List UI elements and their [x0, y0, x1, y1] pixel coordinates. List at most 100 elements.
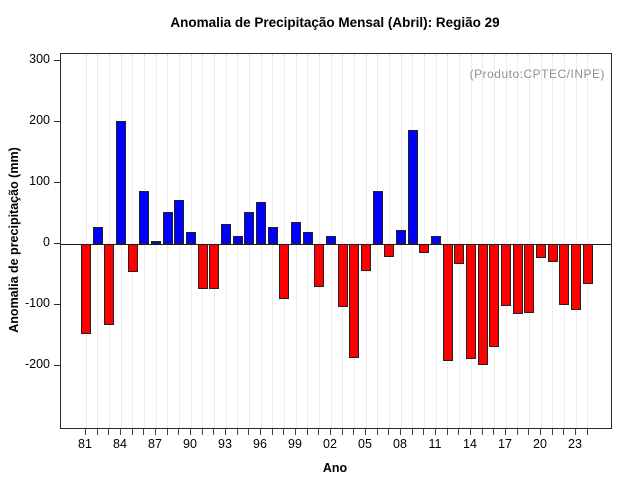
x-tick-label-05: 05: [358, 437, 372, 451]
x-tick-label-96: 96: [253, 437, 267, 451]
x-tick: [260, 429, 261, 435]
source-annotation: (Produto:CPTEC/INPE): [469, 67, 605, 81]
y-tick-label: -100: [24, 296, 50, 311]
bar-1999: [291, 221, 301, 244]
bar-2014: [466, 243, 476, 360]
x-tick: [143, 429, 145, 435]
x-tick: [388, 429, 390, 435]
plot-area: (Produto:CPTEC/INPE): [60, 53, 612, 429]
gridline: [540, 54, 542, 428]
gridline: [563, 54, 565, 428]
gridline: [482, 54, 484, 428]
bar-2011: [431, 235, 441, 244]
x-tick: [470, 429, 471, 435]
bar-2007: [384, 243, 395, 257]
bar-2022: [559, 243, 570, 305]
bar-1987: [151, 240, 161, 244]
x-tick: [131, 429, 133, 435]
bar-2004: [349, 243, 360, 359]
bar-1996: [256, 201, 266, 244]
gridline: [202, 54, 204, 428]
x-tick-label-20: 20: [533, 437, 547, 451]
x-tick: [295, 429, 296, 435]
bar-2002: [326, 236, 336, 244]
bar-1995: [244, 212, 255, 244]
y-tick: [54, 242, 60, 244]
bar-2005: [361, 243, 371, 271]
x-tick: [423, 429, 425, 435]
bar-1997: [267, 227, 278, 244]
y-tick: [54, 364, 60, 366]
bar-2018: [512, 243, 523, 314]
x-tick: [365, 429, 366, 435]
y-tick-label: 100: [29, 174, 50, 189]
bar-2012: [442, 243, 453, 361]
x-tick: [458, 429, 460, 435]
x-tick: [540, 429, 541, 435]
bar-1985: [127, 243, 138, 272]
bar-1981: [81, 243, 91, 335]
x-tick: [586, 429, 588, 435]
bar-2016: [489, 243, 500, 348]
gridline: [552, 54, 554, 428]
gridline: [458, 54, 460, 428]
x-tick-label-17: 17: [498, 437, 512, 451]
gridline: [85, 54, 87, 428]
bar-2013: [454, 243, 465, 264]
gridline: [528, 54, 530, 428]
x-tick: [120, 429, 121, 435]
x-tick: [248, 429, 250, 435]
bar-1991: [197, 243, 208, 290]
x-tick: [353, 429, 355, 435]
x-tick: [306, 429, 308, 435]
x-tick: [411, 429, 413, 435]
chart-title: Anomalia de Precipitação Mensal (Abril):…: [170, 15, 500, 30]
x-tick: [190, 429, 191, 435]
gridline: [505, 54, 507, 428]
bar-1989: [174, 200, 185, 244]
gridline: [342, 54, 344, 428]
gridline: [132, 54, 134, 428]
x-tick: [318, 429, 320, 435]
y-tick: [54, 303, 60, 305]
x-tick: [493, 429, 495, 435]
x-tick-label-02: 02: [323, 437, 337, 451]
gridline: [517, 54, 519, 428]
x-tick: [283, 429, 285, 435]
gridline: [493, 54, 495, 428]
y-tick-label: 300: [29, 52, 50, 67]
bar-2021: [547, 243, 558, 263]
x-tick: [528, 429, 530, 435]
x-tick-label-99: 99: [288, 437, 302, 451]
x-tick: [271, 429, 273, 435]
bar-2006: [372, 191, 383, 244]
x-tick-label-84: 84: [113, 437, 127, 451]
y-axis-label: Anomalia de precipitação (mm): [7, 147, 21, 333]
bar-1994: [232, 236, 243, 244]
bar-2001: [314, 243, 325, 288]
gridline: [423, 54, 425, 428]
x-tick: [446, 429, 448, 435]
y-tick: [54, 59, 60, 61]
bar-1986: [139, 191, 150, 244]
x-tick: [551, 429, 553, 435]
x-tick-label-14: 14: [463, 437, 477, 451]
bar-1984: [116, 121, 126, 244]
x-tick: [505, 429, 506, 435]
gridline: [108, 54, 110, 428]
bar-2024: [582, 243, 593, 284]
y-tick: [54, 120, 60, 122]
gridline: [213, 54, 215, 428]
x-tick: [575, 429, 576, 435]
x-tick: [225, 429, 226, 435]
x-tick: [96, 429, 98, 435]
x-tick-label-81: 81: [78, 437, 92, 451]
x-tick: [85, 429, 86, 435]
gridline: [365, 54, 367, 428]
gridline: [353, 54, 355, 428]
y-tick-label: 200: [29, 113, 50, 128]
y-tick-label: 0: [43, 235, 50, 250]
x-tick-label-90: 90: [183, 437, 197, 451]
x-tick: [563, 429, 565, 435]
